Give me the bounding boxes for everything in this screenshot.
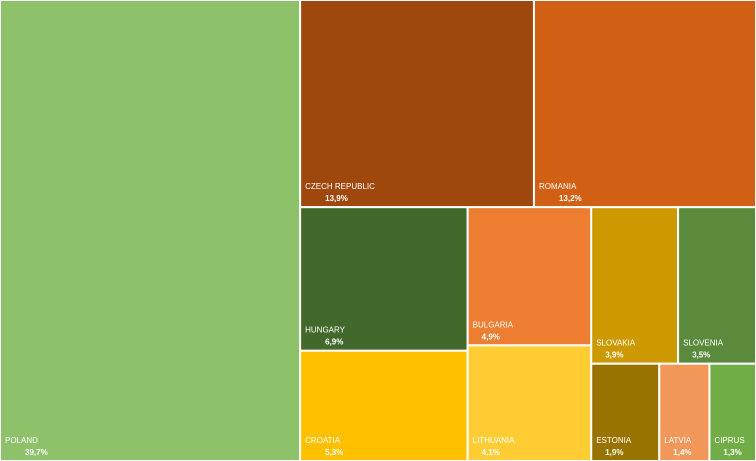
tile (658, 362, 711, 461)
tile (590, 362, 661, 461)
value-label: 13,2% (559, 194, 582, 203)
value-label: 5,3% (325, 448, 343, 457)
value-label: 1,3% (723, 448, 741, 457)
value-label: 1,4% (673, 448, 691, 457)
value-label: 39,7% (25, 448, 48, 457)
tile (466, 344, 593, 461)
tile-label: LITHUANIA (473, 436, 515, 445)
tile (677, 206, 756, 365)
tile-label: CROATIA (305, 436, 341, 445)
value-label: 6,9% (325, 338, 343, 347)
tile-label: CIPRUS (714, 436, 744, 445)
tile (0, 0, 302, 461)
tile (299, 206, 469, 352)
tile-label: CZECH REPUBLIC (305, 182, 375, 191)
tile-label: SLOVAKIA (596, 339, 636, 348)
tile-label: LATVIA (664, 436, 692, 445)
value-label: 13,9% (325, 194, 348, 203)
value-label: 3,9% (605, 351, 623, 360)
tile-label: POLAND (5, 436, 38, 445)
tile-label: SLOVENIA (683, 339, 724, 348)
value-label: 4,1% (482, 448, 500, 457)
tile (299, 349, 469, 461)
tile-label: ESTONIA (596, 436, 632, 445)
value-label: 3,5% (692, 351, 710, 360)
value-label: 4,9% (482, 332, 500, 341)
tile-label: ROMANIA (539, 182, 577, 191)
tile (532, 0, 756, 209)
tile (708, 362, 756, 461)
value-label: 1,9% (605, 448, 623, 457)
tile (590, 206, 680, 365)
tile (299, 0, 535, 209)
tile-label: HUNGARY (305, 326, 346, 335)
tile-label: BULGARIA (473, 320, 514, 329)
